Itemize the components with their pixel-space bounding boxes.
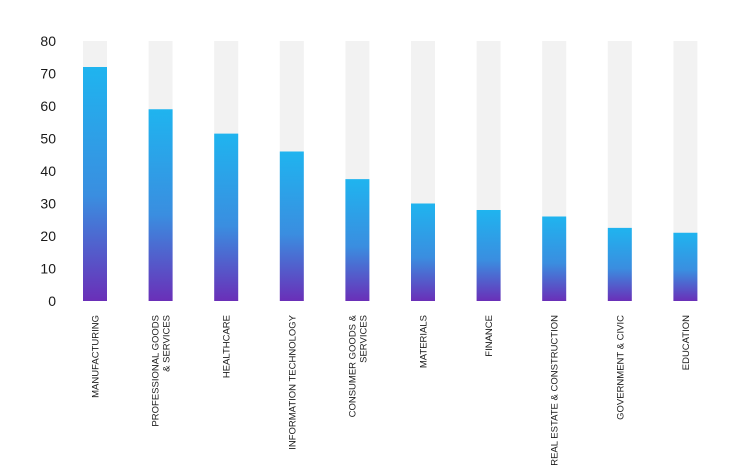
bar-tracks: [83, 41, 698, 301]
bar: [214, 133, 239, 301]
x-axis-labels: MANUFACTURING PROFESSIONAL GOODS & SERVICE…: [91, 314, 692, 465]
x-category-label: INFORMATION TECHNOLOGY: [287, 314, 298, 449]
x-category-label-line: MANUFACTURING: [91, 315, 102, 398]
y-tick-label: 60: [40, 98, 56, 114]
x-category-label-line: INFORMATION TECHNOLOGY: [287, 314, 298, 449]
y-tick-label: 70: [40, 66, 56, 82]
x-category-label: MANUFACTURING: [91, 315, 102, 398]
x-category-label: HEALTHCARE: [222, 315, 233, 378]
x-category-label: EDUCATION: [681, 315, 692, 370]
y-tick-label: 50: [40, 131, 56, 147]
y-tick-label: 0: [48, 293, 56, 309]
bar: [542, 216, 567, 301]
bar: [279, 151, 304, 301]
x-category-label: FINANCE: [484, 315, 495, 357]
bar: [345, 179, 370, 301]
bar: [148, 109, 173, 301]
y-tick-label: 10: [40, 261, 56, 277]
bars: [83, 67, 698, 301]
x-category-label: GOVERNMENT & CIVIC: [615, 315, 626, 420]
bar: [83, 67, 107, 301]
bar: [673, 232, 698, 301]
y-axis: 0 10 20 30 40 50 60 70 80: [40, 33, 56, 309]
x-category-label: REAL ESTATE & CONSTRUCTION: [550, 315, 561, 466]
x-category-label-line: FINANCE: [484, 315, 495, 357]
bar: [476, 210, 501, 301]
x-category-label-line: CONSUMER GOODS &: [347, 314, 358, 417]
x-category-label-line: GOVERNMENT & CIVIC: [615, 315, 626, 420]
x-category-label-line: MATERIALS: [419, 315, 430, 368]
x-category-label-line: PROFESSIONAL GOODS: [151, 315, 162, 427]
x-category-label: MATERIALS: [419, 315, 430, 368]
y-tick-label: 80: [40, 33, 56, 49]
x-category-label-line: EDUCATION: [681, 315, 692, 370]
x-category-label-line: SERVICES: [358, 315, 369, 363]
bar: [411, 203, 435, 301]
x-category-label-line: & SERVICES: [162, 315, 173, 372]
x-category-label: PROFESSIONAL GOODS & SERVICES: [151, 315, 173, 427]
y-tick-label: 40: [40, 163, 56, 179]
x-category-label-line: HEALTHCARE: [222, 315, 233, 378]
bar: [607, 227, 632, 301]
y-tick-label: 30: [40, 196, 56, 212]
x-category-label-line: REAL ESTATE & CONSTRUCTION: [550, 315, 561, 466]
x-category-label: CONSUMER GOODS & SERVICES: [347, 314, 369, 417]
y-tick-label: 20: [40, 228, 56, 244]
